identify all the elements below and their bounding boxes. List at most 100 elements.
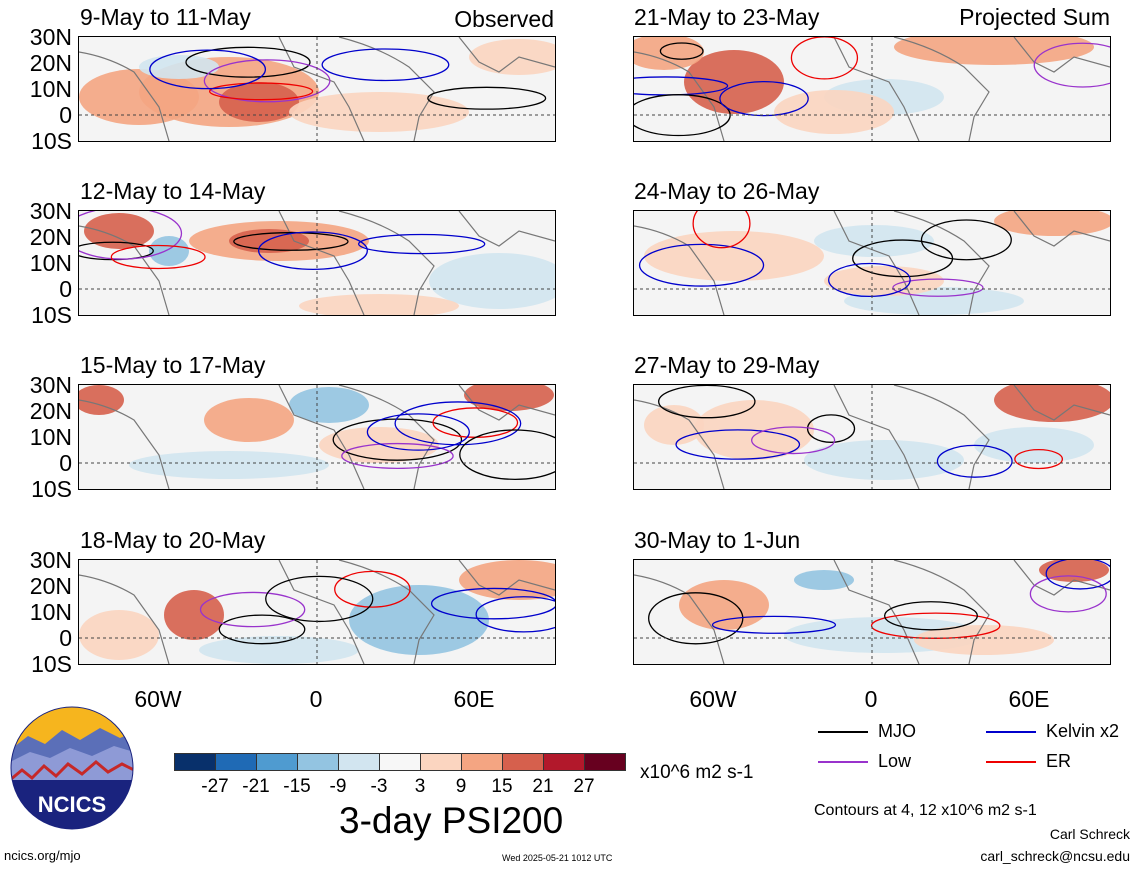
- anomaly-shading: [129, 451, 329, 479]
- panel-title: 15-May to 17-May: [80, 352, 266, 378]
- lat-label: 20N: [29, 398, 72, 424]
- colorbar-swatch: [379, 753, 421, 771]
- anomaly-shading: [429, 253, 555, 309]
- ncics-logo: NCICS: [10, 706, 134, 830]
- panel-title: 27-May to 29-May: [634, 352, 820, 378]
- anomaly-shading: [894, 37, 1094, 65]
- anomaly-shading: [204, 398, 294, 442]
- lon-label: 60W: [689, 686, 737, 712]
- colorbar-swatch: [297, 753, 339, 771]
- coastline: [634, 385, 1110, 489]
- anomaly-shading: [644, 405, 704, 445]
- contour-line: [341, 442, 454, 470]
- map-panel: [78, 559, 556, 665]
- contour-line: [790, 37, 859, 80]
- map-panel: [78, 384, 556, 490]
- anomaly-shading: [149, 236, 189, 266]
- anomaly-shading: [459, 560, 555, 600]
- contour-line: [806, 414, 856, 443]
- colorbar-tick-label: 27: [573, 776, 595, 797]
- colorbar-units: x10^6 m2 s-1: [640, 762, 754, 783]
- anomaly-shading: [914, 625, 1054, 655]
- anomaly-shading: [634, 37, 704, 70]
- panel-title: 21-May to 23-May: [634, 4, 820, 30]
- coastline: [79, 560, 555, 664]
- contour-line: [692, 211, 751, 249]
- coastline: [634, 37, 1110, 141]
- legend-line-low: [818, 761, 868, 763]
- colorbar-tick-label: -9: [329, 776, 347, 797]
- anomaly-shading: [994, 385, 1110, 422]
- anomaly-shading: [289, 387, 369, 423]
- lat-label: 10S: [31, 302, 72, 328]
- lat-label: 0: [59, 276, 72, 302]
- contour-line: [719, 80, 809, 117]
- contour-line: [658, 385, 756, 419]
- contour-line: [366, 413, 470, 451]
- anomaly-shading: [794, 570, 854, 590]
- colorbar-tick-label: 15: [491, 776, 513, 797]
- contour-line: [321, 48, 450, 82]
- lat-label: 10S: [31, 651, 72, 677]
- panel-title: 18-May to 20-May: [80, 527, 266, 553]
- map-panel: [633, 210, 1111, 316]
- colorbar-swatch: [420, 753, 462, 771]
- legend-label-mjo: MJO: [878, 721, 916, 741]
- author-email: carl_schreck@ncsu.edu: [980, 848, 1130, 864]
- anomaly-shading: [774, 90, 894, 134]
- contour-line: [199, 591, 306, 628]
- contour-line: [334, 570, 411, 608]
- legend-label-kelvin: Kelvin x2: [1046, 721, 1120, 741]
- colorbar-tick-label: 21: [532, 776, 554, 797]
- coastline: [634, 211, 1110, 315]
- observed-label: Observed: [454, 6, 554, 32]
- lat-label: 0: [59, 450, 72, 476]
- colorbar-swatch: [543, 753, 585, 771]
- map-panel: [78, 36, 556, 142]
- contour-line: [265, 575, 374, 623]
- lon-label: 60W: [134, 686, 182, 712]
- colorbar-swatch: [174, 753, 216, 771]
- coastline: [79, 385, 555, 489]
- contour-line: [357, 233, 486, 255]
- site-link[interactable]: ncics.org/mjo: [4, 848, 81, 863]
- contour-line: [79, 211, 183, 260]
- lon-label: 60E: [453, 686, 495, 712]
- contour-line: [675, 429, 801, 460]
- contour-line: [892, 278, 984, 297]
- anomaly-shading: [974, 427, 1094, 463]
- panel-title: 9-May to 11-May: [80, 4, 251, 30]
- lat-label: 0: [59, 102, 72, 128]
- contour-line: [936, 444, 1013, 478]
- lat-label: 30N: [29, 372, 72, 398]
- anomaly-shading: [289, 92, 469, 132]
- lat-label: 30N: [29, 24, 72, 50]
- contour-line: [185, 46, 311, 78]
- panel-title: 30-May to 1-Jun: [634, 527, 801, 553]
- map-panel: [633, 384, 1111, 490]
- colorbar-tick-label: -27: [201, 776, 229, 797]
- anomaly-shading: [84, 213, 154, 249]
- anomaly-shading: [164, 590, 224, 640]
- legend-label-er: ER: [1046, 751, 1072, 771]
- colorbar-tick-label: 3: [414, 776, 426, 797]
- contour-line: [257, 231, 368, 271]
- contour-line: [751, 426, 836, 455]
- contour-line: [711, 615, 837, 634]
- lat-label: 20N: [29, 50, 72, 76]
- lat-label: 30N: [29, 198, 72, 224]
- colorbar-swatch: [338, 753, 380, 771]
- contour-line: [430, 587, 555, 620]
- lat-label: 20N: [29, 224, 72, 250]
- coastline: [79, 211, 555, 315]
- anomaly-shading: [199, 636, 359, 664]
- contour-line: [883, 601, 978, 631]
- contour-note: Contours at 4, 12 x10^6 m2 s-1: [814, 802, 1037, 819]
- logo-text: NCICS: [38, 792, 106, 817]
- anomaly-shading: [79, 610, 159, 660]
- anomaly-shading: [824, 266, 944, 296]
- contour-line: [475, 596, 555, 633]
- lat-label: 10N: [29, 250, 72, 276]
- anomaly-shading: [79, 385, 124, 415]
- lat-label: 10N: [29, 599, 72, 625]
